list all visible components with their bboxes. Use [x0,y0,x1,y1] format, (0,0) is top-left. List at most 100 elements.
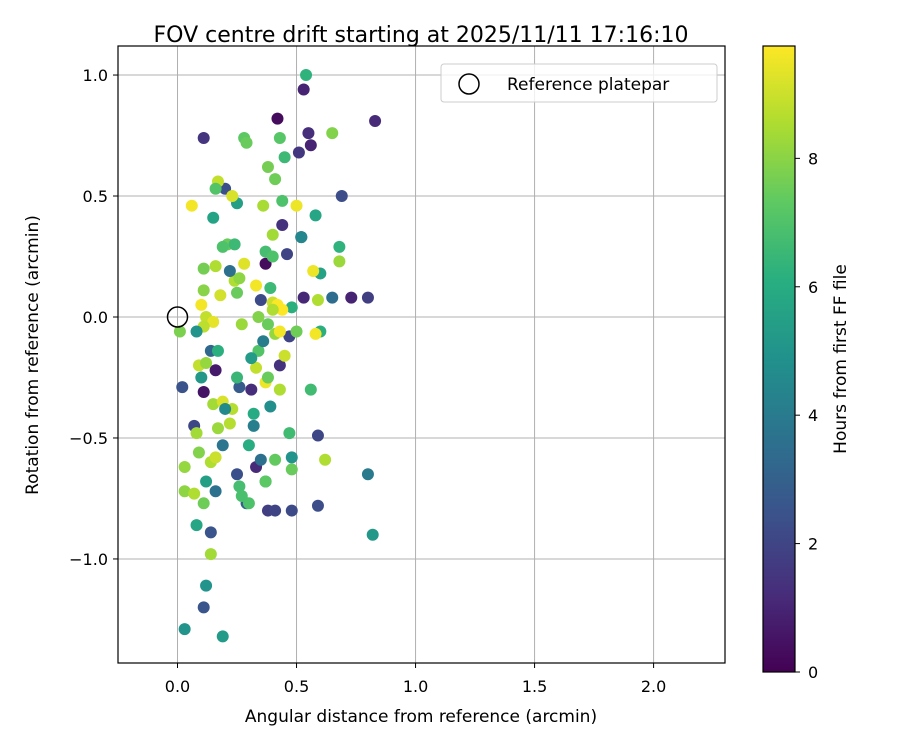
data-point-45 [207,211,220,224]
data-point-83 [226,190,239,203]
plot-frame [117,45,726,664]
data-point-77 [269,173,282,186]
data-point-16 [245,383,258,396]
y-tick-label-1: −0.5 [69,429,108,448]
data-point-43 [278,151,291,164]
data-point-65 [283,427,296,440]
x-axis-label: Angular distance from reference (arcmin) [245,707,597,727]
data-point-20 [176,381,189,394]
data-point-5 [304,139,317,152]
data-point-34 [311,429,324,442]
y-axis-label: Rotation from reference (arcmin) [23,215,43,495]
data-point-58 [285,451,298,464]
colorbar-ticks: 0 2 4 6 8 [795,149,818,682]
data-point-37 [178,623,191,636]
data-point-66 [231,371,244,384]
data-point-132 [192,446,205,459]
data-point-95 [307,265,320,278]
data-points [173,69,382,643]
data-point-147 [257,335,270,348]
data-point-122 [250,361,263,374]
data-point-88 [266,250,279,263]
data-point-22 [345,291,358,304]
legend-marker [458,73,480,95]
data-point-28 [231,468,244,481]
data-point-135 [319,453,332,466]
colorbar [762,45,796,673]
data-point-119 [309,327,322,340]
data-point-148 [219,402,232,415]
data-point-47 [285,301,298,314]
data-point-57 [254,453,267,466]
legend-label: Reference platepar [507,75,669,95]
x-tick-label-2: 1.0 [403,677,428,696]
reference-point [166,306,189,328]
legend-box [440,63,718,103]
data-point-54 [216,439,229,452]
data-point-142 [235,490,248,503]
data-point-2 [297,83,310,96]
data-point-106 [252,310,265,323]
data-point-130 [223,417,236,430]
y-tick-label-2: 0.0 [83,308,108,327]
data-point-93 [233,272,246,285]
data-point-32 [269,504,282,517]
data-point-75 [326,127,339,140]
data-point-4 [302,127,315,140]
data-point-143 [259,475,272,488]
data-point-15 [273,359,286,372]
data-point-137 [188,487,201,500]
data-point-80 [290,199,303,212]
data-point-113 [211,344,224,357]
data-point-98 [197,284,210,297]
data-point-112 [190,325,203,338]
data-point-55 [209,485,222,498]
data-point-100 [195,298,208,311]
data-point-63 [190,519,203,532]
reference-marker [166,306,189,328]
colorbar-tick-label-4: 8 [808,149,818,168]
data-point-13 [254,294,267,307]
data-point-26 [233,381,246,394]
chart-title: FOV centre drift starting at 2025/11/11 … [154,23,689,48]
data-point-111 [173,325,186,338]
data-point-99 [214,289,227,302]
legend: Reference platepar [440,63,718,103]
data-point-105 [266,303,279,316]
data-point-91 [238,257,251,270]
data-point-10 [276,219,289,232]
data-point-67 [242,439,255,452]
data-point-61 [247,407,260,420]
data-point-109 [207,315,220,328]
data-point-18 [209,364,222,377]
data-point-11 [281,248,294,261]
data-point-139 [204,548,217,561]
data-point-72 [261,160,274,173]
data-point-25 [297,291,310,304]
data-point-0 [271,112,284,125]
data-point-94 [250,279,263,292]
x-tick-label-3: 1.5 [522,677,547,696]
x-tick-label-1: 0.5 [284,677,309,696]
data-point-36 [197,601,210,614]
data-point-89 [197,262,210,275]
x-axis-ticks: 0.0 0.5 1.0 1.5 2.0 [165,663,666,696]
data-point-97 [333,255,346,268]
data-point-116 [273,325,286,338]
data-point-56 [247,419,260,432]
data-point-69 [304,383,317,396]
data-point-76 [273,131,286,144]
data-point-3 [197,131,210,144]
data-point-68 [269,453,282,466]
colorbar-tick-label-0: 0 [808,663,818,682]
x-tick-label-0: 0.0 [165,677,190,696]
data-point-125 [207,398,220,411]
data-point-1 [369,115,382,128]
data-point-23 [361,291,374,304]
data-point-136 [178,485,191,498]
data-point-78 [276,194,289,207]
data-point-117 [278,349,291,362]
data-point-6 [292,146,305,159]
data-point-41 [366,528,379,541]
data-point-138 [197,497,210,510]
